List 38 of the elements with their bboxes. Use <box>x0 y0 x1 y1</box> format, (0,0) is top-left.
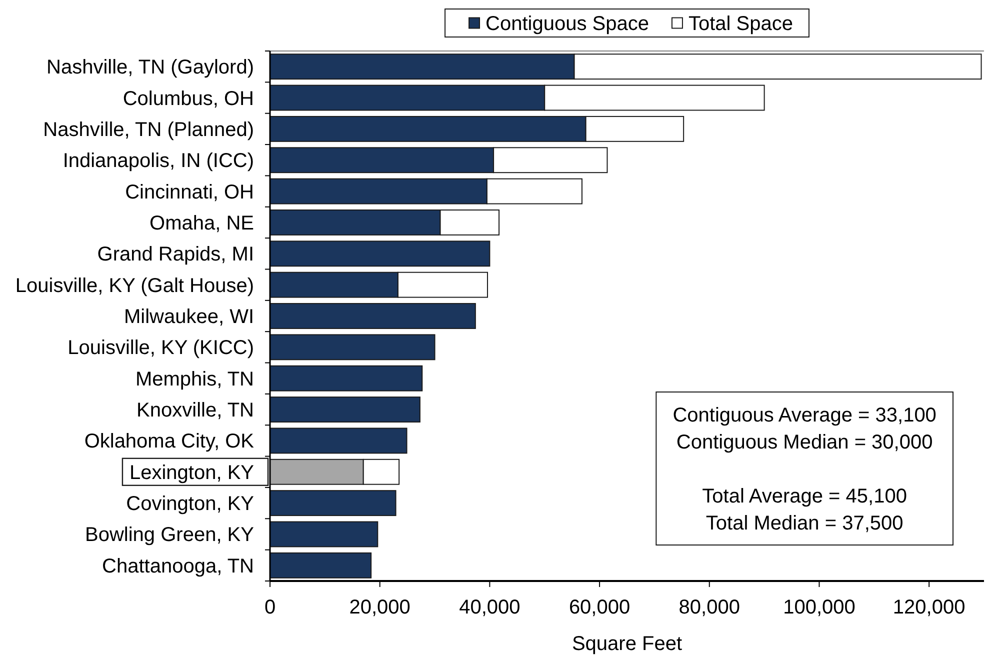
annotation: Total Average = 45,100 Total Median = 37,500 <box>702 486 907 534</box>
bar <box>270 334 436 360</box>
bar <box>270 303 476 329</box>
y-tick-label: Memphis, TN <box>135 368 254 390</box>
bar <box>270 365 423 392</box>
bar <box>270 428 408 454</box>
y-tick-label: Columbus, OH <box>122 88 254 110</box>
bar <box>270 396 420 422</box>
y-tick-label: Oklahoma City, OK <box>84 430 255 453</box>
bar <box>270 240 490 267</box>
bar <box>270 552 372 578</box>
y-tick-label: Cincinnati, OH <box>125 181 254 204</box>
y-tick-label: Indianapolis, IN (ICC) <box>62 150 254 172</box>
x-axis-title: Square Feet <box>572 633 682 655</box>
y-tick-label: Covington, KY <box>126 493 254 516</box>
y-tick-label: Nashville, TN (Gaylord) <box>46 56 254 79</box>
x-tick-label: 0 <box>264 596 276 618</box>
bar <box>270 521 378 548</box>
y-tick-label: Knoxville, TN <box>136 400 254 422</box>
x-tick-label: 120,000 <box>892 596 966 618</box>
y-tick-label: Bowling Green, KY <box>85 524 254 546</box>
legend-label: Contiguous Space <box>486 13 649 35</box>
bar <box>270 490 396 516</box>
y-tick-label: Omaha, NE <box>150 212 254 234</box>
y-tick-label: Milwaukee, WI <box>124 306 254 328</box>
y-tick-label: Lexington, KY <box>129 462 254 484</box>
x-tick-label: 100,000 <box>783 596 856 618</box>
x-tick-label: 60,000 <box>568 596 630 618</box>
x-tick-label: 20,000 <box>349 596 410 618</box>
y-tick-label: Louisville, KY (KICC) <box>68 337 254 360</box>
x-tick-label: 80,000 <box>678 596 740 618</box>
y-tick-label: Louisville, KY (Galt House) <box>15 274 254 297</box>
x-tick-label: 40,000 <box>459 596 520 618</box>
annotation: Contiguous Average = 33,100 Contiguous Median = 30,000 <box>672 404 936 454</box>
legend-label: Total Space <box>688 13 793 35</box>
y-tick-label: Grand Rapids, MI <box>97 244 254 266</box>
y-tick-label: Nashville, TN (Planned) <box>43 118 254 141</box>
y-tick-label: Chattanooga, TN <box>102 555 254 578</box>
